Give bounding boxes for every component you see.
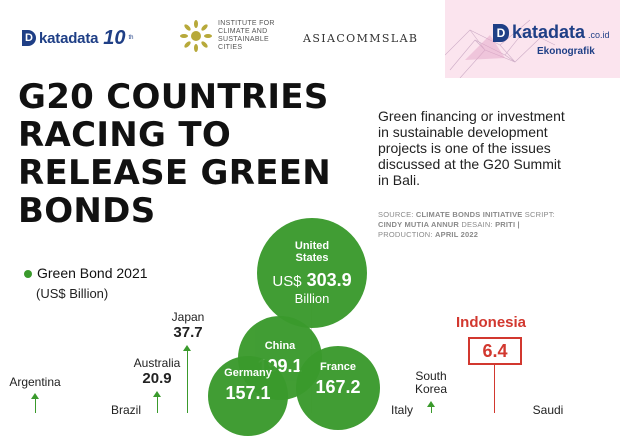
label-south-korea: South Korea [414,369,448,396]
ekonografik-label: Ekonografik [537,46,595,57]
label-argentina: Argentina [9,375,61,389]
stem-south-korea [431,403,432,413]
label-brazil: Brazil [110,403,141,417]
arrow-up-icon [183,345,191,351]
stem-australia [157,396,158,413]
arrow-up-icon [31,393,39,399]
label-italy: Italy [390,403,413,417]
legend-label: Green Bond 2021 [37,265,148,281]
page-title: G20 COUNTRIES RACING TO RELEASE GREEN BO… [18,77,332,231]
bubble-germany: Germany 157.1 [208,356,288,436]
legend-dot-icon [24,270,32,279]
sun-leaves-icon [180,20,212,52]
katadata-d-icon: D [22,30,36,46]
icsc-logo: INSTITUTE FOR CLIMATE AND SUSTAINABLE CI… [180,20,275,52]
legend-unit: (US$ Billion) [36,286,109,301]
icsc-name: INSTITUTE FOR CLIMATE AND SUSTAINABLE CI… [218,20,275,51]
anniversary-number: 10 [103,27,126,49]
corner-katadata-logo: D katadata .co.id [493,22,610,43]
indonesia-label: Indonesia [456,314,527,331]
label-japan: Japan 37.7 [171,310,205,342]
corner-brand-panel: D katadata .co.id Ekonografik [445,0,620,78]
arrow-up-icon [153,391,161,397]
katadata-d-icon: D [493,23,509,42]
stem-japan [187,350,188,413]
katadata-10th-logo: D katadata 10 th [22,28,134,48]
network-pattern-icon [445,19,556,78]
source-credit: SOURCE: CLIMATE BONDS INITIATIVE SCRIPT:… [378,210,555,239]
label-australia: Australia 20.9 [133,356,181,388]
legend: Green Bond 2021 [24,265,148,281]
arrow-up-icon [427,401,435,407]
anniversary-suffix: th [128,35,134,41]
bubble-france: France 167.2 [296,346,380,430]
stem-argentina [35,398,36,413]
katadata-wordmark: katadata [39,29,99,47]
asiacommslab-logo: ASIACOMMSLAB [303,32,419,45]
bubble-united-states: United States US$ 303.9 Billion [257,218,367,328]
stem-indonesia [494,365,495,413]
indonesia-value-box: 6.4 [468,337,522,365]
description: Green financing or investment in sustain… [378,108,565,188]
label-saudi: Saudi [532,403,564,417]
